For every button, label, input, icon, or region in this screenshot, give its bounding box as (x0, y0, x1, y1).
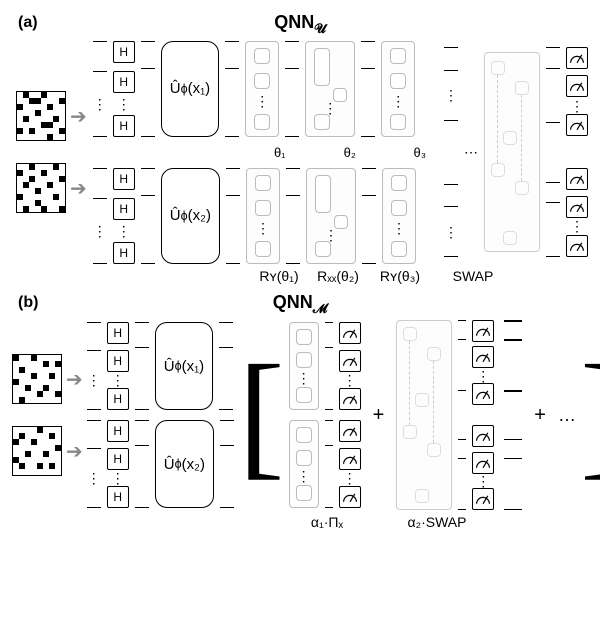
panel-a: (a) QNN𝓤 ➔ ➔ ⋮ HH⋮H Ûϕ(x₁) (12, 12, 588, 284)
pixel-pattern-x2-b (12, 426, 62, 476)
pixel-pattern-x2-a (16, 163, 66, 213)
ry-theta1-box: ⋮ (245, 41, 279, 137)
theta-labels: θ₁ θ₂ θ₃ (263, 145, 438, 160)
arrow-icon: ➔ (70, 104, 87, 129)
panel-a-title-sub: 𝓤 (314, 21, 326, 36)
panel-b-title: QNN𝓜 (12, 292, 588, 317)
pi-box-bottom: ⋮ (289, 420, 319, 508)
ellipsis: … (558, 405, 576, 426)
pi-box-top: ⋮ (289, 322, 319, 410)
circuit-top-a: ⋮ HH⋮H Ûϕ(x₁) ⋮ ⋮ ⋮ (93, 41, 438, 137)
hdots: ⋯ (464, 144, 478, 161)
circuit-bottom-b: ⋮ HH⋮H Ûϕ(x₂) (87, 420, 234, 508)
encoder-box-x2-b: Ûϕ(x₂) (155, 420, 214, 508)
encoder-box-x1-a: Ûϕ(x₁) (161, 41, 219, 137)
measurement-icon (566, 47, 588, 69)
panel-a-label: (a) (18, 14, 38, 32)
rxx-theta2-box: ⋮ (305, 41, 355, 137)
hadamard-gate: H (113, 41, 135, 63)
bracket-open: [ (238, 366, 285, 464)
panel-a-title: QNN𝓤 (12, 12, 588, 37)
swap-box-b (396, 320, 452, 510)
panel-b-label: (b) (18, 294, 38, 312)
pixel-pattern-x1-a (16, 91, 66, 141)
measurement-column-a: ⋮ ⋮ (566, 47, 588, 257)
ry-theta3-box: ⋮ (381, 41, 415, 137)
output-dashes (504, 320, 522, 510)
arrow-icon: ➔ (66, 439, 83, 464)
panel-a-title-main: QNN (274, 12, 314, 32)
arrow-icon: ➔ (70, 176, 87, 201)
bottom-labels-b: α₁·Πₓ α₂·SWAP (12, 514, 588, 530)
bracket-close: ] (580, 366, 600, 464)
encoder-box-x2-a: Ûϕ(x₂) (161, 168, 220, 264)
plus-sign: + (365, 404, 393, 427)
plus-sign: + (526, 404, 554, 427)
bottom-labels-a: Rʏ(θ₁) Rₓₓ(θ₂) Rʏ(θ₃) SWAP (254, 268, 588, 284)
circuit-top-b: ⋮ HH⋮H Ûϕ(x₁) (87, 322, 234, 410)
input-icons-a: ➔ ➔ (16, 91, 87, 213)
swap-box-a (484, 52, 540, 252)
panel-b: (b) QNN𝓜 ➔ ➔ ⋮ HH⋮H Ûϕ(x₁) (12, 292, 588, 531)
circuit-bottom-a: ⋮ HH⋮H Ûϕ(x₂) ⋮ ⋮ ⋮ (93, 168, 438, 264)
arrow-icon: ➔ (66, 367, 83, 392)
encoder-box-x1-b: Ûϕ(x₁) (155, 322, 213, 410)
input-icons-b: ➔ ➔ (12, 354, 83, 476)
pixel-pattern-x1-b (12, 354, 62, 404)
